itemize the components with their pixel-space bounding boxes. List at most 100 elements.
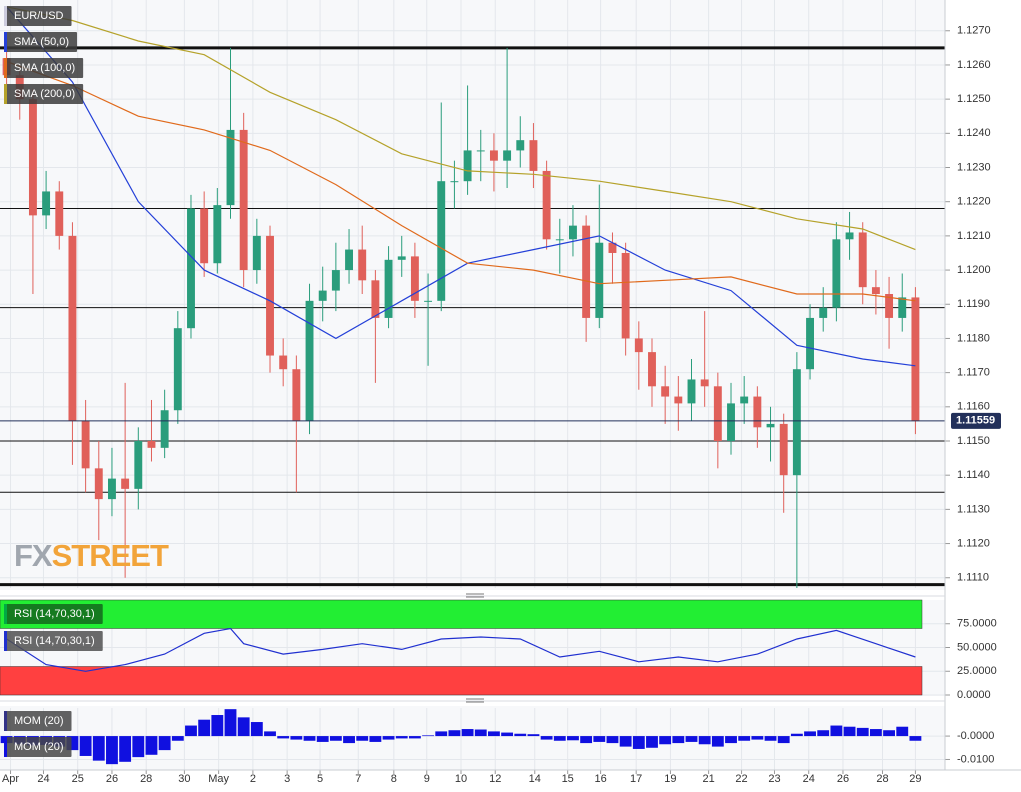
candle-body [279, 355, 288, 370]
candle-body [634, 338, 643, 353]
legend-swatch [4, 84, 7, 104]
legend-label: RSI (14,70,30,1) [14, 608, 95, 620]
y-tick-label: 1.1270 [957, 25, 991, 37]
y-tick-label: 75.0000 [957, 618, 997, 630]
resize-handle[interactable] [466, 593, 484, 598]
mom-bar [856, 727, 869, 737]
candle-body [226, 129, 235, 206]
candle-body [832, 239, 841, 308]
mom-bar [171, 736, 184, 741]
candle-body [437, 181, 446, 301]
x-tick-label: 26 [106, 773, 118, 785]
legend-label: MOM (20) [14, 741, 64, 753]
candle-body [661, 386, 670, 397]
mom-bar [106, 736, 118, 765]
x-tick-label: 28 [876, 773, 888, 785]
y-tick-label: 1.1240 [957, 127, 991, 139]
x-tick-label: 22 [735, 773, 747, 785]
mom-bar [395, 736, 408, 739]
watermark: FXSTREET [14, 538, 169, 573]
mom-bar [250, 722, 263, 737]
candle-body [292, 369, 301, 421]
y-tick-label: 1.1250 [957, 93, 991, 105]
mom-bar [198, 719, 211, 737]
legend-label: SMA (100,0) [14, 62, 75, 74]
legend-swatch [4, 711, 7, 731]
mom-bar [435, 731, 448, 737]
candle-body [318, 290, 327, 301]
mom-bar [488, 731, 500, 737]
legend-box [4, 737, 72, 757]
mom-bar [290, 736, 303, 740]
y-tick-label: 1.1230 [957, 161, 991, 173]
candle-body [358, 249, 367, 281]
x-tick-label: 16 [594, 773, 606, 785]
mom-bar [540, 736, 553, 740]
candle-body [28, 99, 37, 216]
legend-box [4, 58, 84, 78]
legend-label: MOM (20) [14, 715, 64, 727]
mom-bar [119, 736, 132, 762]
candle-body [200, 208, 209, 264]
x-tick-label: 2 [250, 773, 256, 785]
mom-bar [224, 709, 237, 737]
mom-bar [329, 736, 342, 741]
candle-body [595, 242, 604, 318]
x-tick-label: 5 [317, 773, 323, 785]
candle-body [173, 328, 182, 411]
indicator-line [6, 6, 916, 251]
candle-body [239, 129, 248, 271]
candle-body [740, 396, 749, 404]
candle-body [516, 140, 525, 151]
x-tick-label: 12 [489, 773, 501, 785]
indicator-line [6, 627, 916, 672]
legend-swatch [4, 737, 7, 757]
mom-bar [869, 729, 882, 737]
y-tick-label: 1.1220 [957, 196, 991, 208]
mom-bar [369, 736, 382, 742]
candle-body [569, 225, 577, 240]
x-tick-label: 15 [562, 773, 574, 785]
candle-body [94, 468, 103, 500]
legend-box [4, 32, 78, 52]
x-tick-label: 21 [702, 773, 714, 785]
candle-body [898, 297, 907, 318]
candle-body [252, 235, 261, 271]
mom-bar [514, 733, 527, 737]
x-tick-label: 28 [140, 773, 152, 785]
x-tick-label: 25 [72, 773, 84, 785]
candle-body [305, 300, 314, 421]
candle-body [213, 205, 222, 264]
mom-bar [843, 726, 856, 737]
candle-body [121, 478, 130, 489]
x-tick-label: 14 [529, 773, 541, 785]
legend-swatch [4, 58, 7, 78]
mom-bar [619, 736, 632, 747]
x-tick-label: 3 [284, 773, 290, 785]
candle-body [187, 208, 195, 329]
candle-body [779, 423, 788, 476]
last-price-box [951, 412, 1001, 429]
mom-bar [211, 715, 224, 737]
x-tick-label: 24 [803, 773, 815, 785]
candle-body [371, 280, 380, 318]
mom-bar [606, 736, 619, 744]
x-tick-label: 26 [837, 773, 849, 785]
candle-body [81, 420, 90, 469]
lower-band [0, 666, 923, 696]
mom-bar [790, 733, 803, 737]
mom-bar [66, 736, 79, 751]
mom-bar [698, 736, 711, 745]
candle-body [608, 242, 617, 253]
legend-box [4, 84, 84, 104]
mom-bar [303, 736, 316, 741]
mom-bar [580, 736, 593, 744]
candle-body [885, 294, 894, 318]
mom-bar [316, 736, 329, 742]
candle-body [542, 170, 551, 240]
y-tick-label: -0.0100 [957, 753, 994, 765]
candle-body [753, 396, 762, 428]
watermark-street: STREET [52, 538, 169, 573]
candle-body [345, 249, 353, 271]
resize-handle[interactable] [466, 698, 484, 703]
